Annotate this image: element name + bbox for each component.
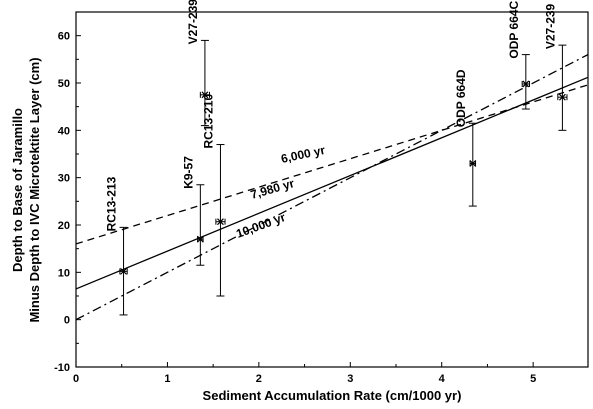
point-marker bbox=[558, 93, 566, 101]
x-tick-label: 1 bbox=[164, 373, 170, 385]
y-tick-label: 60 bbox=[58, 31, 70, 43]
x-tick-label: 4 bbox=[439, 373, 446, 385]
y-axis-title-line-2: Minus Depth to IVC Microtektite Layer (c… bbox=[27, 57, 42, 322]
point-label: ODP 664C bbox=[507, 0, 521, 58]
point-marker bbox=[201, 91, 209, 99]
line-label-10000: 10,000 yr bbox=[234, 210, 287, 241]
model-lines bbox=[76, 54, 588, 321]
y-tick-label: 0 bbox=[64, 315, 70, 327]
model-line bbox=[76, 84, 588, 245]
line-label-6000: 6,000 yr bbox=[280, 143, 327, 166]
data-points: RC13-213 K9-57 RC13-210 V27-239 ODP 664D ODP … bbox=[105, 0, 568, 316]
model-line bbox=[76, 76, 588, 290]
x-tick-label: 5 bbox=[530, 373, 536, 385]
model-line bbox=[76, 54, 588, 321]
x-axis-title: Sediment Accumulation Rate (cm/1000 yr) bbox=[203, 388, 462, 403]
data-point: ODP 664C bbox=[507, 0, 530, 110]
x-tick-label: 0 bbox=[73, 373, 79, 385]
y-tick-label: 10 bbox=[58, 267, 70, 279]
data-point: RC13-213 bbox=[105, 176, 128, 316]
point-label: RC13-210 bbox=[201, 94, 215, 149]
data-point: K9-57 bbox=[181, 156, 205, 266]
y-tick-label: 50 bbox=[58, 78, 70, 90]
data-point: V27-239 bbox=[186, 0, 210, 127]
line-label-7980: 7,980 yr bbox=[249, 176, 296, 202]
point-label: V27-239 bbox=[186, 0, 200, 44]
point-label: V27-239 bbox=[543, 3, 557, 49]
y-tick-label: 20 bbox=[58, 220, 70, 232]
point-marker bbox=[120, 267, 127, 275]
point-label: K9-57 bbox=[181, 156, 195, 189]
point-marker bbox=[522, 80, 530, 88]
y-tick-label: 40 bbox=[58, 125, 70, 137]
point-label: RC13-213 bbox=[105, 176, 119, 231]
x-tick-label: 2 bbox=[256, 373, 262, 385]
x-tick-label: 3 bbox=[347, 373, 353, 385]
point-label: ODP 664D bbox=[454, 69, 468, 127]
data-point: V27-239 bbox=[543, 3, 568, 131]
y-tick-label: -10 bbox=[54, 362, 70, 374]
data-point: ODP 664D bbox=[454, 69, 477, 207]
y-tick-label: 30 bbox=[58, 173, 70, 185]
point-marker bbox=[469, 160, 477, 167]
point-marker bbox=[217, 218, 224, 226]
y-axis-title-line-1: Depth to Base of Jaramillo bbox=[10, 108, 25, 272]
point-marker bbox=[196, 235, 204, 243]
plot-frame bbox=[75, 11, 589, 368]
